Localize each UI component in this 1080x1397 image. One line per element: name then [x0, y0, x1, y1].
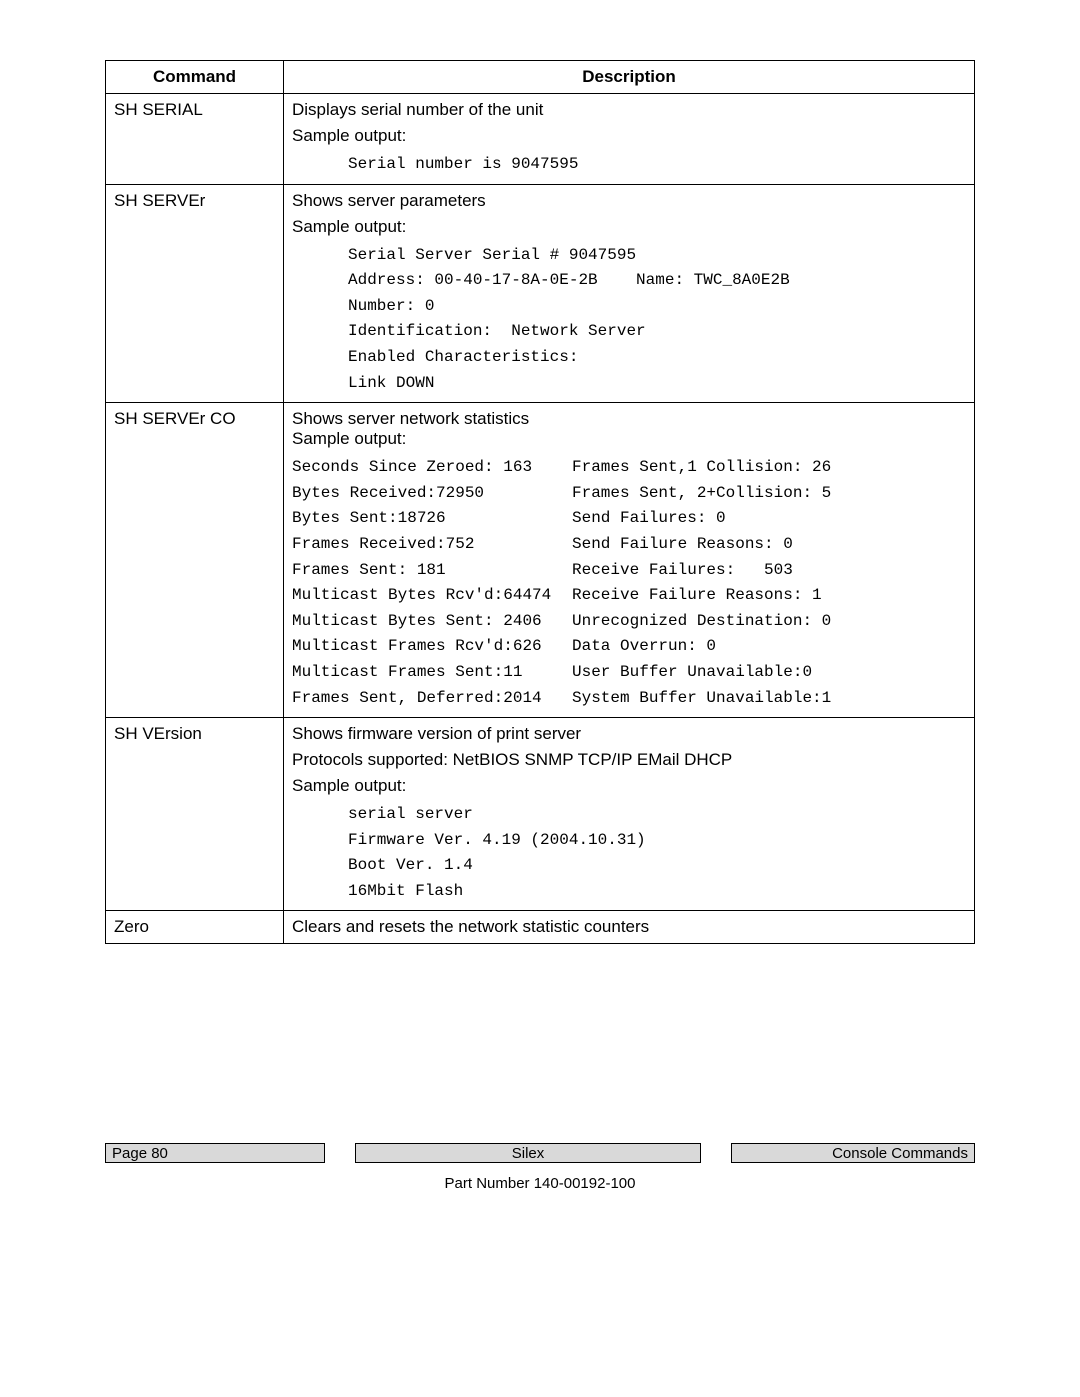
desc-cell: Shows firmware version of print server P… — [284, 718, 975, 911]
footer-page: Page 80 — [105, 1143, 325, 1163]
desc-cell: Shows server network statistics Sample o… — [284, 403, 975, 718]
stat-row: Multicast Bytes Rcv'd:64474Receive Failu… — [292, 583, 966, 609]
cmd-cell: Zero — [106, 911, 284, 944]
cmd-cell: SH SERIAL — [106, 94, 284, 185]
page-footer: Page 80 Silex Console Commands Part Numb… — [105, 1143, 975, 1192]
desc-cell: Clears and resets the network statistic … — [284, 911, 975, 944]
mono-output: Address: 00-40-17-8A-0E-2B Name: TWC_8A0… — [292, 268, 966, 319]
desc-text: Displays serial number of the unit — [292, 100, 966, 120]
mono-output: Identification: Network Server — [292, 319, 966, 345]
stat-row: Frames Sent, Deferred:2014System Buffer … — [292, 686, 966, 712]
mono-output: Serial Server Serial # 9047595 — [292, 243, 966, 269]
desc-text: Sample output: — [292, 429, 966, 449]
desc-cell: Shows server parameters Sample output: S… — [284, 184, 975, 403]
cmd-cell: SH VErsion — [106, 718, 284, 911]
cmd-cell: SH SERVEr — [106, 184, 284, 403]
mono-output: Serial number is 9047595 — [292, 152, 966, 178]
desc-text: Sample output: — [292, 776, 966, 796]
mono-output: Boot Ver. 1.4 — [292, 853, 966, 879]
header-command: Command — [106, 61, 284, 94]
mono-output: Link DOWN — [292, 371, 966, 397]
desc-text: Shows server parameters — [292, 191, 966, 211]
desc-text: Sample output: — [292, 126, 966, 146]
mono-output: Firmware Ver. 4.19 (2004.10.31) — [292, 828, 966, 854]
desc-cell: Displays serial number of the unit Sampl… — [284, 94, 975, 185]
footer-brand: Silex — [355, 1143, 701, 1163]
stat-row: Frames Sent: 181Receive Failures: 503 — [292, 558, 966, 584]
stat-row: Frames Received:752Send Failure Reasons:… — [292, 532, 966, 558]
footer-section: Console Commands — [731, 1143, 975, 1163]
desc-text: Shows firmware version of print server — [292, 724, 966, 744]
cmd-cell: SH SERVEr CO — [106, 403, 284, 718]
table-row: SH SERVEr Shows server parameters Sample… — [106, 184, 975, 403]
stat-row: Multicast Frames Rcv'd:626Data Overrun: … — [292, 634, 966, 660]
table-row: Zero Clears and resets the network stati… — [106, 911, 975, 944]
stat-row: Bytes Received:72950Frames Sent, 2+Colli… — [292, 481, 966, 507]
stat-row: Multicast Frames Sent:11User Buffer Unav… — [292, 660, 966, 686]
desc-text: Protocols supported: NetBIOS SNMP TCP/IP… — [292, 750, 966, 770]
stat-row: Multicast Bytes Sent: 2406Unrecognized D… — [292, 609, 966, 635]
mono-output: serial server — [292, 802, 966, 828]
table-row: SH SERVEr CO Shows server network statis… — [106, 403, 975, 718]
mono-output: Enabled Characteristics: — [292, 345, 966, 371]
desc-text: Clears and resets the network statistic … — [292, 917, 966, 937]
table-row: SH VErsion Shows firmware version of pri… — [106, 718, 975, 911]
desc-text: Sample output: — [292, 217, 966, 237]
desc-text: Shows server network statistics — [292, 409, 966, 429]
mono-output: 16Mbit Flash — [292, 879, 966, 905]
command-table: Command Description SH SERIAL Displays s… — [105, 60, 975, 944]
stat-row: Seconds Since Zeroed: 163Frames Sent,1 C… — [292, 455, 966, 481]
stat-row: Bytes Sent:18726Send Failures: 0 — [292, 506, 966, 532]
header-description: Description — [284, 61, 975, 94]
footer-part-number: Part Number 140-00192-100 — [105, 1175, 975, 1192]
table-row: SH SERIAL Displays serial number of the … — [106, 94, 975, 185]
